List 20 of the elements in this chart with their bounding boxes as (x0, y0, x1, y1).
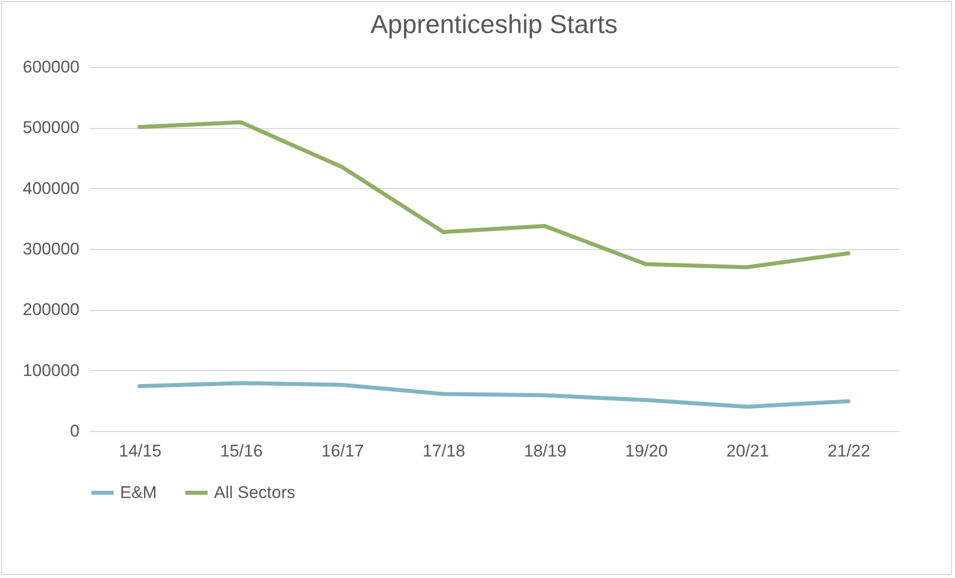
x-tick-label: 17/18 (422, 442, 466, 460)
y-tick-label: 400000 (22, 178, 80, 198)
x-tick-label: 20/21 (726, 442, 769, 460)
y-tick-label: 100000 (22, 360, 80, 380)
x-tick-label: 19/20 (625, 442, 668, 460)
y-tick-label: 0 (70, 422, 80, 440)
x-tick-label: 15/16 (220, 442, 263, 460)
chart-title: Apprenticeship Starts (370, 9, 618, 39)
line-series (138, 120, 850, 270)
x-tick-label: 14/15 (118, 442, 162, 460)
y-tick-label: 300000 (22, 240, 80, 258)
x-tick-label: 21/22 (828, 442, 870, 460)
line-series (138, 381, 850, 409)
x-tick-label: 18/19 (524, 442, 566, 460)
legend-label: E&M (120, 482, 157, 502)
x-tick-label: 16/17 (321, 442, 364, 460)
y-tick-label: 200000 (22, 300, 80, 320)
y-tick-label: 500000 (22, 118, 80, 138)
legend-label: All Sectors (214, 482, 296, 502)
y-tick-label: 600000 (22, 58, 80, 76)
